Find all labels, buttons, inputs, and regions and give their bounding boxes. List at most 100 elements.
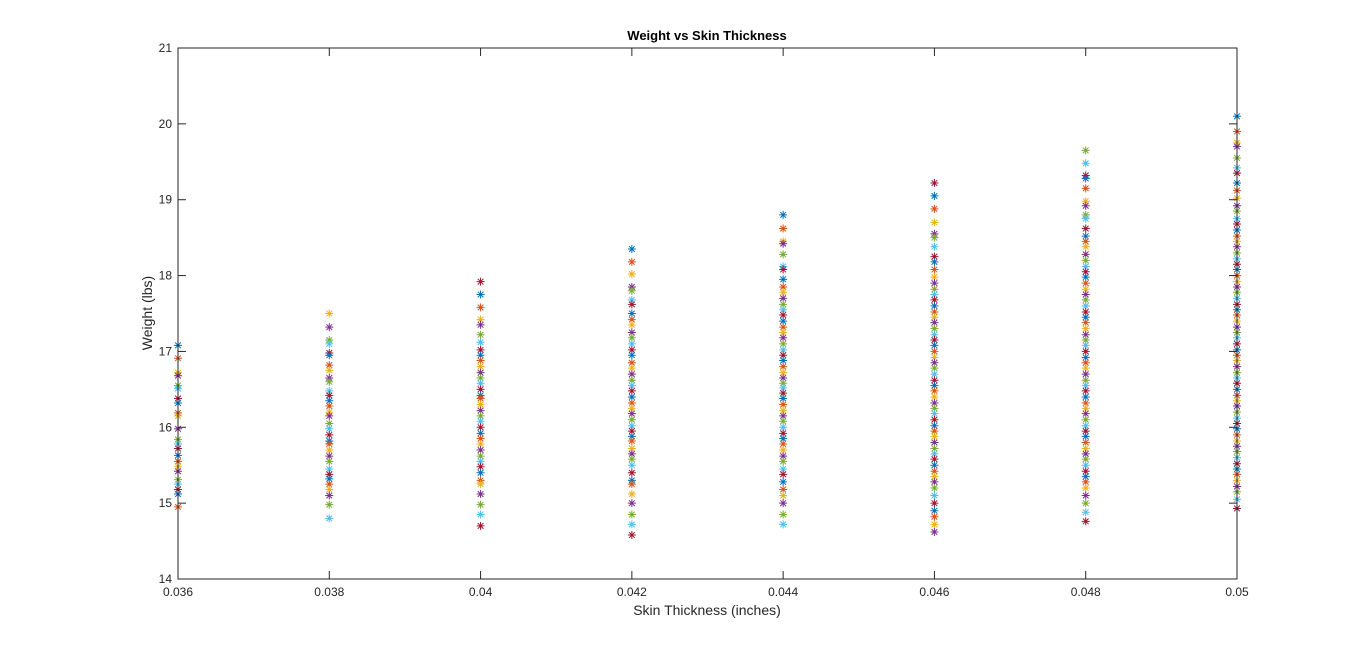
data-point	[627, 392, 636, 401]
data-point	[779, 323, 788, 332]
data-point	[779, 275, 788, 284]
data-point	[779, 265, 788, 274]
data-point	[1081, 262, 1090, 271]
data-point	[1081, 472, 1090, 481]
data-point	[779, 383, 788, 392]
data-point	[930, 218, 939, 227]
data-point	[930, 265, 939, 274]
x-axis-label: Skin Thickness (inches)	[633, 602, 781, 618]
data-point	[930, 307, 939, 316]
data-point	[476, 452, 485, 461]
data-point	[930, 179, 939, 188]
data-point	[1081, 341, 1090, 350]
data-point	[930, 491, 939, 500]
data-point	[476, 468, 485, 477]
data-point	[476, 400, 485, 409]
data-point	[627, 295, 636, 304]
data-point	[1081, 256, 1090, 265]
data-point	[779, 333, 788, 342]
data-point	[930, 483, 939, 492]
data-point	[627, 480, 636, 489]
y-axis: 14 15 16 17 18 19 20 21	[159, 41, 1237, 586]
data-point	[627, 351, 636, 360]
data-point	[627, 386, 636, 395]
data-point	[325, 339, 334, 348]
data-point	[476, 277, 485, 286]
y-tick-label: 17	[159, 344, 173, 358]
data-point	[930, 409, 939, 418]
data-point	[1081, 415, 1090, 424]
data-point	[930, 399, 939, 408]
data-point	[779, 250, 788, 259]
data-point	[476, 457, 485, 466]
data-point	[930, 242, 939, 251]
data-point	[627, 399, 636, 408]
data-point	[476, 423, 485, 432]
series-points-4	[627, 245, 636, 540]
data-point	[476, 490, 485, 499]
data-point	[930, 455, 939, 464]
data-point	[930, 273, 939, 282]
data-point	[930, 191, 939, 200]
chart-title: Weight vs Skin Thickness	[627, 28, 786, 43]
data-point	[779, 446, 788, 455]
data-point	[325, 439, 334, 448]
data-point	[779, 351, 788, 360]
data-point	[1081, 197, 1090, 206]
y-tick-label: 15	[159, 496, 173, 510]
data-point	[325, 424, 334, 433]
series-points-6	[930, 179, 939, 536]
x-tick-label: 0.044	[768, 585, 798, 599]
data-point	[476, 379, 485, 388]
data-point	[627, 345, 636, 354]
data-point	[476, 500, 485, 509]
data-point	[930, 512, 939, 521]
data-point	[476, 411, 485, 420]
data-point	[930, 499, 939, 508]
data-point	[930, 392, 939, 401]
data-point	[930, 527, 939, 536]
data-point	[779, 368, 788, 377]
data-point	[627, 309, 636, 318]
data-point	[930, 461, 939, 470]
data-point	[325, 452, 334, 461]
series-points-2	[325, 309, 334, 523]
data-point	[930, 279, 939, 288]
data-point	[779, 373, 788, 382]
data-point	[1081, 461, 1090, 470]
data-point	[930, 432, 939, 441]
x-tick-label: 0.05	[1225, 585, 1249, 599]
data-point	[930, 370, 939, 379]
data-point	[930, 421, 939, 430]
data-point	[1081, 358, 1090, 367]
data-point	[476, 320, 485, 329]
data-point	[627, 461, 636, 470]
data-point	[627, 376, 636, 385]
data-point	[1081, 386, 1090, 395]
data-point	[476, 356, 485, 365]
data-point	[779, 224, 788, 233]
data-point	[1081, 370, 1090, 379]
data-point	[930, 285, 939, 294]
data-point	[325, 323, 334, 332]
data-point	[779, 411, 788, 420]
data-point	[476, 351, 485, 360]
data-point	[627, 270, 636, 279]
data-point	[779, 510, 788, 519]
data-point	[325, 366, 334, 375]
data-point	[779, 317, 788, 326]
data-point	[1081, 376, 1090, 385]
data-point	[627, 364, 636, 373]
data-point	[627, 510, 636, 519]
data-point	[627, 315, 636, 324]
series-points-7	[1081, 146, 1090, 526]
data-point	[627, 358, 636, 367]
data-point	[1081, 444, 1090, 453]
data-point	[1081, 467, 1090, 476]
data-point	[930, 376, 939, 385]
data-point	[779, 434, 788, 443]
data-point	[779, 305, 788, 314]
data-point	[325, 474, 334, 483]
data-point	[1081, 290, 1090, 299]
